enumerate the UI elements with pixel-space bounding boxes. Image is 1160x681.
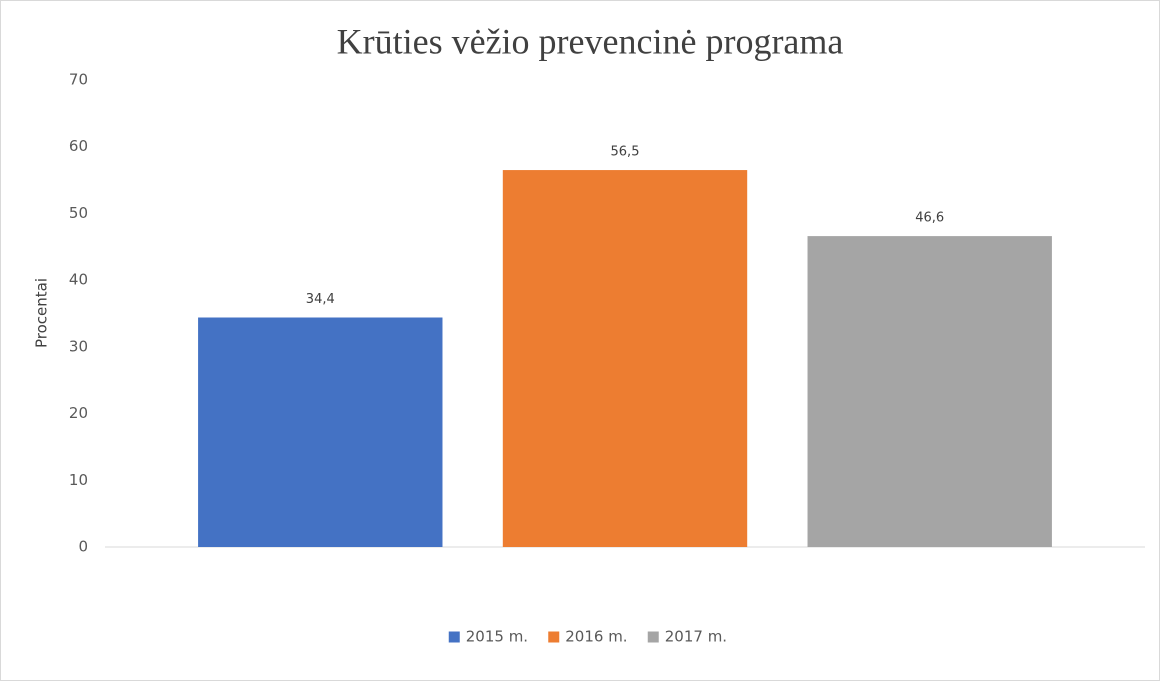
y-axis-label: Procentai [33,278,51,348]
y-tick-label: 10 [69,471,88,489]
legend-swatch [647,631,659,643]
y-tick-label: 20 [69,404,88,422]
legend-label: 2015 m. [466,628,528,646]
legend-swatch [548,631,560,643]
y-tick-label: 0 [78,538,88,556]
value-label: 34,4 [306,292,335,307]
bar [807,236,1052,547]
value-label: 56,5 [611,145,640,160]
value-label: 46,6 [915,211,944,226]
y-tick-label: 50 [69,204,88,222]
bar [502,170,748,548]
legend-label: 2016 m. [565,628,627,646]
chart-title: Krūties vėžio prevencinė programa [337,21,844,61]
y-tick-label: 60 [69,137,88,155]
bar [198,317,443,547]
legend-label: 2017 m. [665,628,727,646]
y-tick-label: 70 [69,71,88,89]
legend-swatch [448,631,460,643]
y-tick-label: 30 [69,337,88,355]
y-tick-label: 40 [69,271,88,289]
